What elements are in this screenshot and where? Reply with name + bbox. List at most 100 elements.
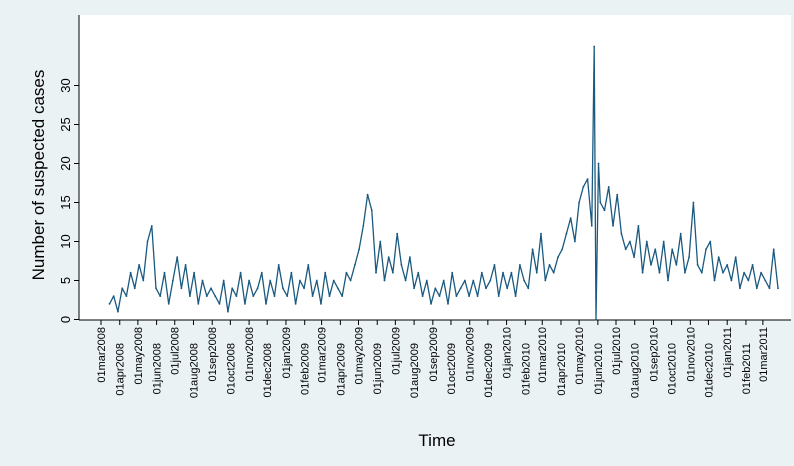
data-point <box>282 287 284 290</box>
data-point <box>108 303 111 305</box>
data-point <box>599 201 602 204</box>
x-tick-label: 01oct2008 <box>225 343 237 394</box>
y-tick-label: 30 <box>58 78 73 92</box>
data-point <box>370 209 373 212</box>
data-point <box>337 287 339 290</box>
data-point <box>176 256 179 258</box>
data-point <box>595 318 597 321</box>
data-point <box>637 225 640 227</box>
data-point <box>324 271 327 274</box>
data-point <box>777 287 779 290</box>
data-point <box>523 279 525 282</box>
data-point <box>315 279 318 282</box>
data-point <box>222 279 225 282</box>
data-point <box>379 240 382 243</box>
x-tick-label: 01jun2008 <box>152 343 164 394</box>
data-point <box>709 240 712 243</box>
data-point <box>582 186 585 188</box>
data-point <box>375 271 377 274</box>
x-axis: 01mar2008 01apr2008 01may2008 01jun2008 01ju… <box>79 319 791 398</box>
data-point <box>290 271 293 274</box>
data-point <box>265 303 267 305</box>
data-point <box>248 279 251 282</box>
data-point <box>489 279 492 282</box>
x-tick-label: 01may2009 <box>353 327 365 385</box>
data-point <box>227 310 229 313</box>
data-point <box>544 279 547 282</box>
x-tick-label: 01jan2009 <box>281 327 293 378</box>
data-point <box>535 271 538 274</box>
data-point <box>201 279 204 282</box>
y-tick-label: 20 <box>58 156 73 170</box>
data-point <box>493 264 496 266</box>
data-point <box>739 287 741 290</box>
x-tick-label: 01apr2009 <box>335 343 347 396</box>
data-point <box>205 295 208 297</box>
data-point <box>464 279 466 282</box>
data-point <box>502 271 504 274</box>
data-point <box>772 248 775 251</box>
data-point <box>307 264 310 266</box>
data-point <box>743 271 745 274</box>
data-point <box>349 279 352 282</box>
data-point <box>514 295 517 297</box>
data-point <box>404 279 407 282</box>
data-point <box>256 287 259 290</box>
data-point <box>239 271 242 274</box>
data-point <box>764 279 767 282</box>
data-point <box>574 240 576 243</box>
data-point <box>129 271 132 274</box>
data-point <box>654 248 657 251</box>
data-point <box>121 287 124 290</box>
data-point <box>510 271 513 274</box>
data-point <box>362 225 365 227</box>
data-point <box>590 225 593 227</box>
data-point <box>593 45 596 48</box>
data-point <box>633 256 635 258</box>
data-point <box>650 264 652 266</box>
data-point <box>612 225 614 227</box>
data-point <box>294 303 297 305</box>
data-point <box>320 303 322 305</box>
data-point <box>658 271 661 274</box>
data-point <box>476 295 479 297</box>
x-tick-label: 01dec2008 <box>262 343 274 397</box>
x-tick-label: 01mar2010 <box>537 327 549 383</box>
data-point <box>303 287 305 290</box>
y-tick-label: 15 <box>58 195 73 209</box>
x-tick-label: 01aug2010 <box>630 343 642 398</box>
data-point <box>527 287 530 290</box>
data-point <box>726 264 729 266</box>
data-point <box>150 225 153 227</box>
data-point <box>768 287 771 290</box>
data-point <box>603 209 606 212</box>
data-point <box>133 287 136 290</box>
x-tick-label: 01sep2009 <box>428 327 440 381</box>
data-point <box>434 287 437 290</box>
data-point <box>684 271 686 274</box>
data-point <box>540 232 542 235</box>
data-point <box>383 279 386 282</box>
data-point <box>117 310 119 313</box>
data-point <box>125 295 128 297</box>
data-point <box>138 264 141 266</box>
data-point <box>645 240 648 243</box>
x-tick-label: 01nov2009 <box>465 327 477 381</box>
x-tick-label: 01jan2011 <box>722 327 734 378</box>
data-point <box>679 232 682 235</box>
data-point <box>328 295 331 297</box>
data-point <box>578 201 580 204</box>
x-axis-label: Time <box>418 431 455 450</box>
x-tick-label: 01aug2008 <box>188 343 200 398</box>
data-point <box>629 240 631 243</box>
data-point <box>392 271 394 274</box>
data-point <box>311 295 314 297</box>
data-point <box>557 256 559 258</box>
data-point <box>396 232 399 235</box>
data-point <box>755 287 758 290</box>
y-tick-label: 0 <box>58 316 73 323</box>
data-point <box>277 264 280 266</box>
data-point <box>442 279 445 282</box>
series-layer <box>108 45 779 321</box>
x-tick-label: 01dec2009 <box>483 343 495 397</box>
